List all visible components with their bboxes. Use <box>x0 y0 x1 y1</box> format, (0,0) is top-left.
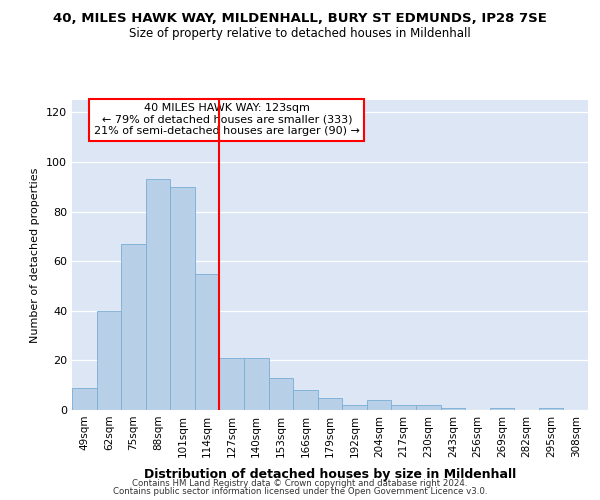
Bar <box>318 398 342 410</box>
Bar <box>440 408 465 410</box>
Text: 40, MILES HAWK WAY, MILDENHALL, BURY ST EDMUNDS, IP28 7SE: 40, MILES HAWK WAY, MILDENHALL, BURY ST … <box>53 12 547 26</box>
Bar <box>244 358 269 410</box>
Bar <box>416 405 440 410</box>
Text: Size of property relative to detached houses in Mildenhall: Size of property relative to detached ho… <box>129 28 471 40</box>
Bar <box>195 274 220 410</box>
Bar <box>539 408 563 410</box>
Bar <box>170 187 195 410</box>
Bar <box>391 405 416 410</box>
Bar <box>220 358 244 410</box>
Bar <box>121 244 146 410</box>
Text: Contains HM Land Registry data © Crown copyright and database right 2024.: Contains HM Land Registry data © Crown c… <box>132 478 468 488</box>
X-axis label: Distribution of detached houses by size in Mildenhall: Distribution of detached houses by size … <box>144 468 516 481</box>
Bar <box>97 311 121 410</box>
Bar <box>269 378 293 410</box>
Bar <box>146 180 170 410</box>
Bar <box>72 388 97 410</box>
Bar <box>367 400 391 410</box>
Text: 40 MILES HAWK WAY: 123sqm
← 79% of detached houses are smaller (333)
21% of semi: 40 MILES HAWK WAY: 123sqm ← 79% of detac… <box>94 103 360 136</box>
Y-axis label: Number of detached properties: Number of detached properties <box>31 168 40 342</box>
Bar <box>293 390 318 410</box>
Text: Contains public sector information licensed under the Open Government Licence v3: Contains public sector information licen… <box>113 487 487 496</box>
Bar <box>342 405 367 410</box>
Bar <box>490 408 514 410</box>
